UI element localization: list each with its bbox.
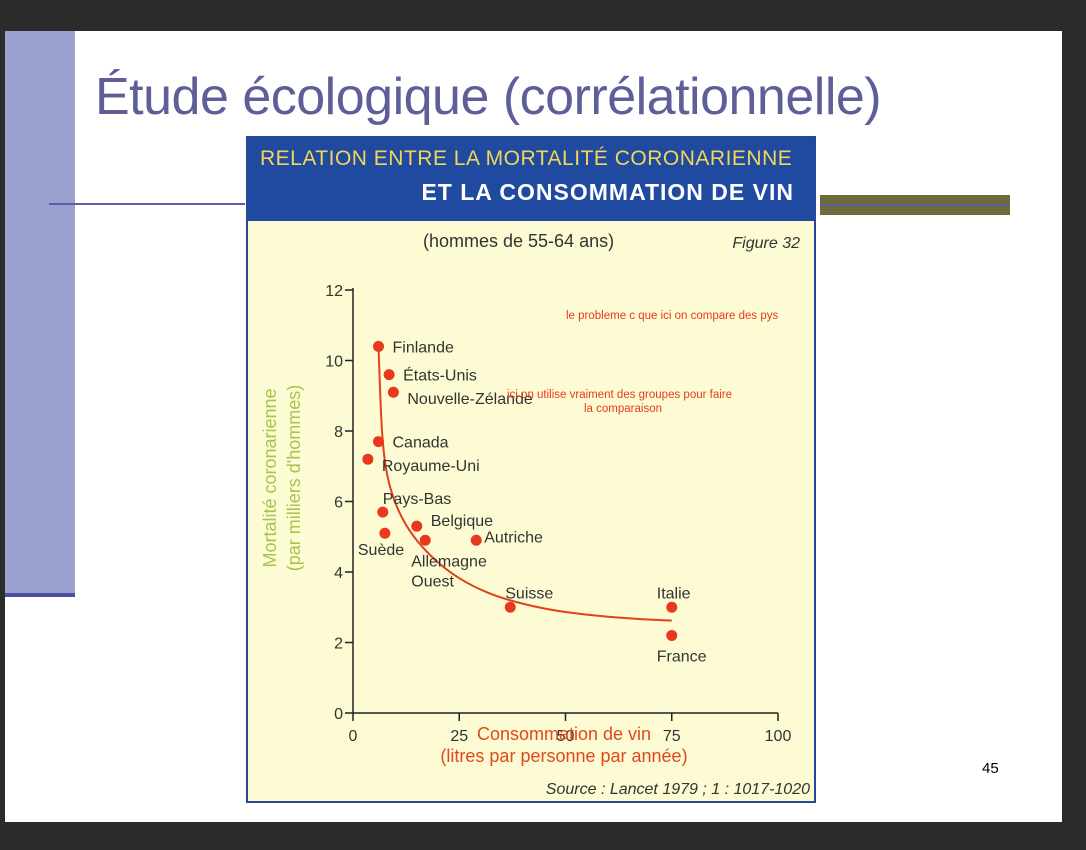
data-point: [383, 369, 395, 381]
y-axis-title: Mortalité coronarienne: [260, 388, 280, 567]
data-point: [362, 453, 374, 465]
trend-curve-group: [377, 346, 672, 622]
chart-figure: RELATION ENTRE LA MORTALITÉ CORONARIENNE…: [246, 136, 816, 803]
point-label: Finlande: [393, 339, 454, 356]
x-tick-label: 50: [557, 728, 575, 745]
slide-accent-bar: [5, 31, 75, 596]
data-point: [379, 527, 391, 539]
y-tick-label: 6: [334, 495, 343, 512]
figure-header-line2: ET LA CONSOMMATION DE VIN: [421, 179, 794, 205]
data-point: [666, 629, 678, 641]
point-label: Suède: [358, 542, 404, 559]
data-point: [411, 520, 423, 532]
point-label: France: [657, 648, 707, 665]
slide-accent-bar-shadow: [5, 593, 75, 597]
figure-label: Figure 32: [732, 235, 800, 252]
point-label: Belgique: [431, 513, 493, 530]
data-points-group: [362, 340, 678, 641]
x-tick-label: 75: [663, 728, 681, 745]
slide-title: Étude écologique (corrélationnelle): [95, 68, 882, 126]
annotation-note-2: ici on utilise vraiment des groupes pour…: [507, 389, 732, 401]
y-tick-label: 12: [325, 283, 343, 300]
figure-header-line1: RELATION ENTRE LA MORTALITÉ CORONARIENNE: [260, 147, 793, 170]
chart-axes: 0 2 4 6 8 10 12 0 25 50 75 100: [325, 283, 791, 745]
point-label: Canada: [393, 435, 449, 452]
point-label: Suisse: [505, 585, 553, 602]
x-tick-label: 0: [349, 728, 358, 745]
x-tick-label: 25: [450, 728, 468, 745]
slide: Étude écologique (corrélationnelle) RELA…: [5, 31, 1062, 822]
data-point: [377, 506, 389, 518]
data-point: [419, 534, 431, 546]
y-axis-title-line2: (par milliers d'hommes): [284, 385, 304, 571]
point-label: Allemagne Ouest: [411, 553, 487, 590]
point-label: Royaume-Uni: [382, 458, 480, 475]
figure-source: Source : Lancet 1979 ; 1 : 1017-1020: [546, 781, 810, 798]
data-point: [373, 340, 384, 352]
point-label: Nouvelle-Zélande: [407, 391, 533, 408]
data-point: [387, 386, 399, 398]
point-label: Italie: [657, 585, 691, 602]
data-point: [470, 534, 482, 546]
y-tick-label: 0: [334, 706, 343, 723]
scatter-chart: 0 2 4 6 8 10 12 0 25 50 75 100 Finlande États-Unis No…: [260, 231, 810, 798]
y-tick-label: 4: [334, 565, 343, 582]
annotation-note-3: la comparaison: [584, 403, 662, 415]
chart-subtitle: (hommes de 55-64 ans): [423, 231, 614, 251]
x-axis-title-line2: (litres par personne par année): [440, 746, 687, 766]
point-label: Pays-Bas: [383, 491, 451, 508]
point-labels-group: Finlande États-Unis Nouvelle-Zélande Canada…: [358, 339, 707, 665]
figure-header: RELATION ENTRE LA MORTALITÉ CORONARIENNE…: [248, 138, 814, 221]
point-label: Autriche: [484, 529, 543, 546]
data-point: [504, 601, 516, 613]
x-tick-label: 100: [765, 728, 792, 745]
title-rule-right-line: [820, 204, 1010, 206]
page-number: 45: [982, 760, 999, 777]
trend-curve: [377, 346, 672, 622]
point-label: États-Unis: [403, 366, 477, 385]
title-rule-left: [49, 203, 245, 205]
data-point: [373, 436, 384, 448]
y-tick-label: 10: [325, 354, 343, 371]
annotation-note-1: le probleme c que ici on compare des pys: [566, 310, 778, 322]
x-axis-title: Consommation de vin: [477, 724, 651, 744]
data-point: [666, 601, 678, 613]
y-tick-label: 8: [334, 424, 343, 441]
y-tick-label: 2: [334, 636, 343, 653]
